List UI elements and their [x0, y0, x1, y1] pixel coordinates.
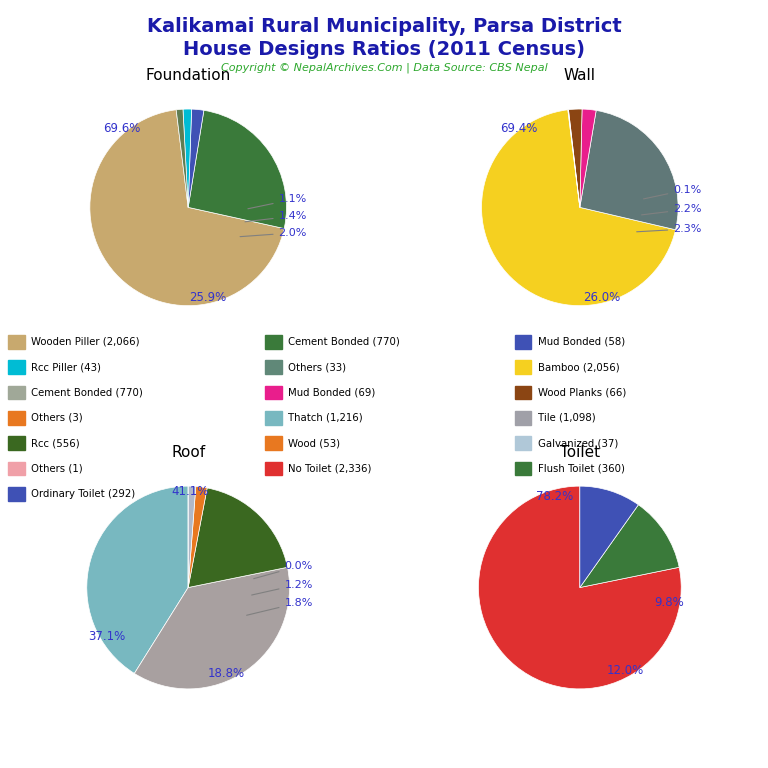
Text: Mud Bonded (58): Mud Bonded (58): [538, 336, 625, 347]
Text: Thatch (1,216): Thatch (1,216): [288, 412, 362, 423]
Wedge shape: [580, 486, 638, 588]
Text: Rcc Piller (43): Rcc Piller (43): [31, 362, 101, 372]
Text: 0.0%: 0.0%: [253, 561, 313, 578]
Text: Others (1): Others (1): [31, 463, 82, 474]
Text: No Toilet (2,336): No Toilet (2,336): [288, 463, 372, 474]
Wedge shape: [87, 486, 188, 674]
Text: 9.8%: 9.8%: [654, 596, 684, 609]
Text: 69.4%: 69.4%: [500, 122, 538, 135]
Text: 1.2%: 1.2%: [252, 580, 313, 595]
Wedge shape: [134, 568, 290, 689]
Wedge shape: [580, 109, 596, 207]
Wedge shape: [188, 488, 287, 588]
Wedge shape: [482, 110, 676, 306]
Text: 78.2%: 78.2%: [536, 490, 573, 503]
Title: Foundation: Foundation: [145, 68, 231, 83]
Text: Others (3): Others (3): [31, 412, 82, 423]
Text: Wooden Piller (2,066): Wooden Piller (2,066): [31, 336, 139, 347]
Text: 1.1%: 1.1%: [248, 194, 307, 209]
Text: Copyright © NepalArchives.Com | Data Source: CBS Nepal: Copyright © NepalArchives.Com | Data Sou…: [220, 63, 548, 74]
Text: Bamboo (2,056): Bamboo (2,056): [538, 362, 619, 372]
Text: 1.4%: 1.4%: [245, 211, 307, 222]
Text: 41.1%: 41.1%: [171, 485, 209, 498]
Text: 26.0%: 26.0%: [583, 291, 620, 304]
Text: 2.0%: 2.0%: [240, 228, 307, 238]
Text: Ordinary Toilet (292): Ordinary Toilet (292): [31, 488, 135, 499]
Text: 1.8%: 1.8%: [247, 598, 313, 615]
Text: Cement Bonded (770): Cement Bonded (770): [31, 387, 143, 398]
Text: Tile (1,098): Tile (1,098): [538, 412, 595, 423]
Text: 2.3%: 2.3%: [637, 224, 702, 234]
Text: Others (33): Others (33): [288, 362, 346, 372]
Wedge shape: [176, 109, 188, 207]
Text: Mud Bonded (69): Mud Bonded (69): [288, 387, 376, 398]
Wedge shape: [183, 109, 191, 207]
Text: 0.1%: 0.1%: [644, 184, 701, 199]
Wedge shape: [568, 109, 582, 207]
Text: Flush Toilet (360): Flush Toilet (360): [538, 463, 624, 474]
Text: 12.0%: 12.0%: [607, 664, 644, 677]
Wedge shape: [188, 486, 196, 588]
Text: Rcc (556): Rcc (556): [31, 438, 79, 449]
Title: Toilet: Toilet: [560, 445, 600, 459]
Wedge shape: [188, 109, 204, 207]
Wedge shape: [90, 110, 284, 306]
Wedge shape: [188, 486, 207, 588]
Text: House Designs Ratios (2011 Census): House Designs Ratios (2011 Census): [183, 40, 585, 59]
Text: Cement Bonded (770): Cement Bonded (770): [288, 336, 400, 347]
Title: Wall: Wall: [564, 68, 596, 83]
Text: Wood Planks (66): Wood Planks (66): [538, 387, 626, 398]
Text: Wood (53): Wood (53): [288, 438, 340, 449]
Wedge shape: [568, 110, 580, 207]
Text: 2.2%: 2.2%: [641, 204, 702, 215]
Text: 69.6%: 69.6%: [103, 122, 140, 135]
Text: 18.8%: 18.8%: [208, 667, 245, 680]
Text: Kalikamai Rural Municipality, Parsa District: Kalikamai Rural Municipality, Parsa Dist…: [147, 17, 621, 36]
Wedge shape: [580, 111, 678, 230]
Title: Roof: Roof: [171, 445, 205, 459]
Wedge shape: [580, 505, 679, 588]
Text: 25.9%: 25.9%: [189, 291, 227, 304]
Text: 37.1%: 37.1%: [88, 630, 126, 643]
Wedge shape: [188, 111, 286, 229]
Wedge shape: [478, 486, 681, 689]
Text: Galvanized (37): Galvanized (37): [538, 438, 618, 449]
